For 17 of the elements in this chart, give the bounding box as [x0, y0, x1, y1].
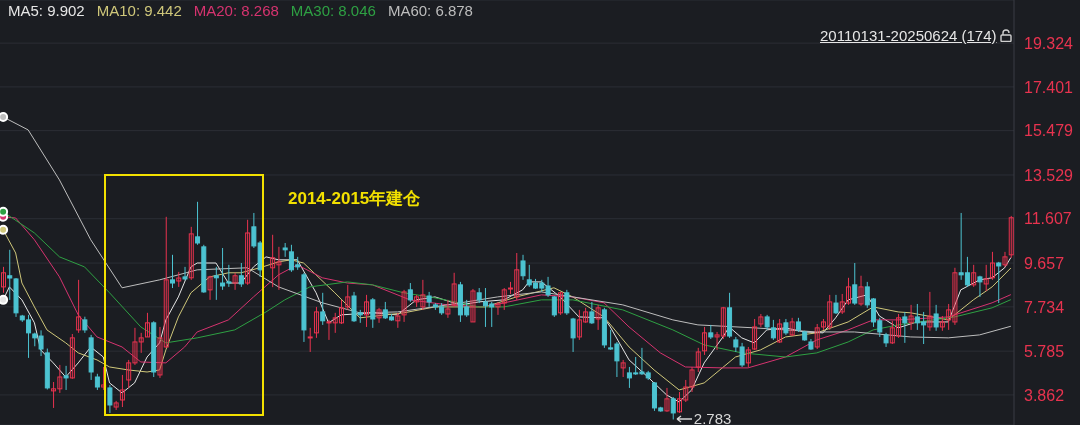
y-tick-label: 5.785	[1024, 342, 1065, 360]
y-tick-label: 11.607	[1024, 210, 1072, 228]
text: MA20: 8.268	[193, 2, 279, 19]
y-tick-label: 19.324	[1024, 34, 1074, 52]
y-tick-label: 9.657	[1024, 254, 1065, 272]
text: MA60: 6.878	[387, 2, 473, 19]
annotation: 20110131-20250624 (174)	[820, 27, 997, 44]
y-tick-label: 13.529	[1024, 166, 1074, 184]
text: MA30: 8.046	[290, 2, 376, 19]
y-tick-label: 15.479	[1024, 122, 1074, 140]
annotation: 2.783	[693, 410, 732, 425]
text: MA10: 9.442	[96, 2, 182, 19]
y-tick-label: 7.734	[1024, 298, 1065, 316]
text: MA5: 9.902	[8, 2, 85, 19]
y-tick-label: 17.401	[1024, 78, 1074, 96]
y-tick-label: 3.862	[1024, 386, 1065, 404]
annotation: 2014-2015年建仓	[288, 188, 421, 210]
